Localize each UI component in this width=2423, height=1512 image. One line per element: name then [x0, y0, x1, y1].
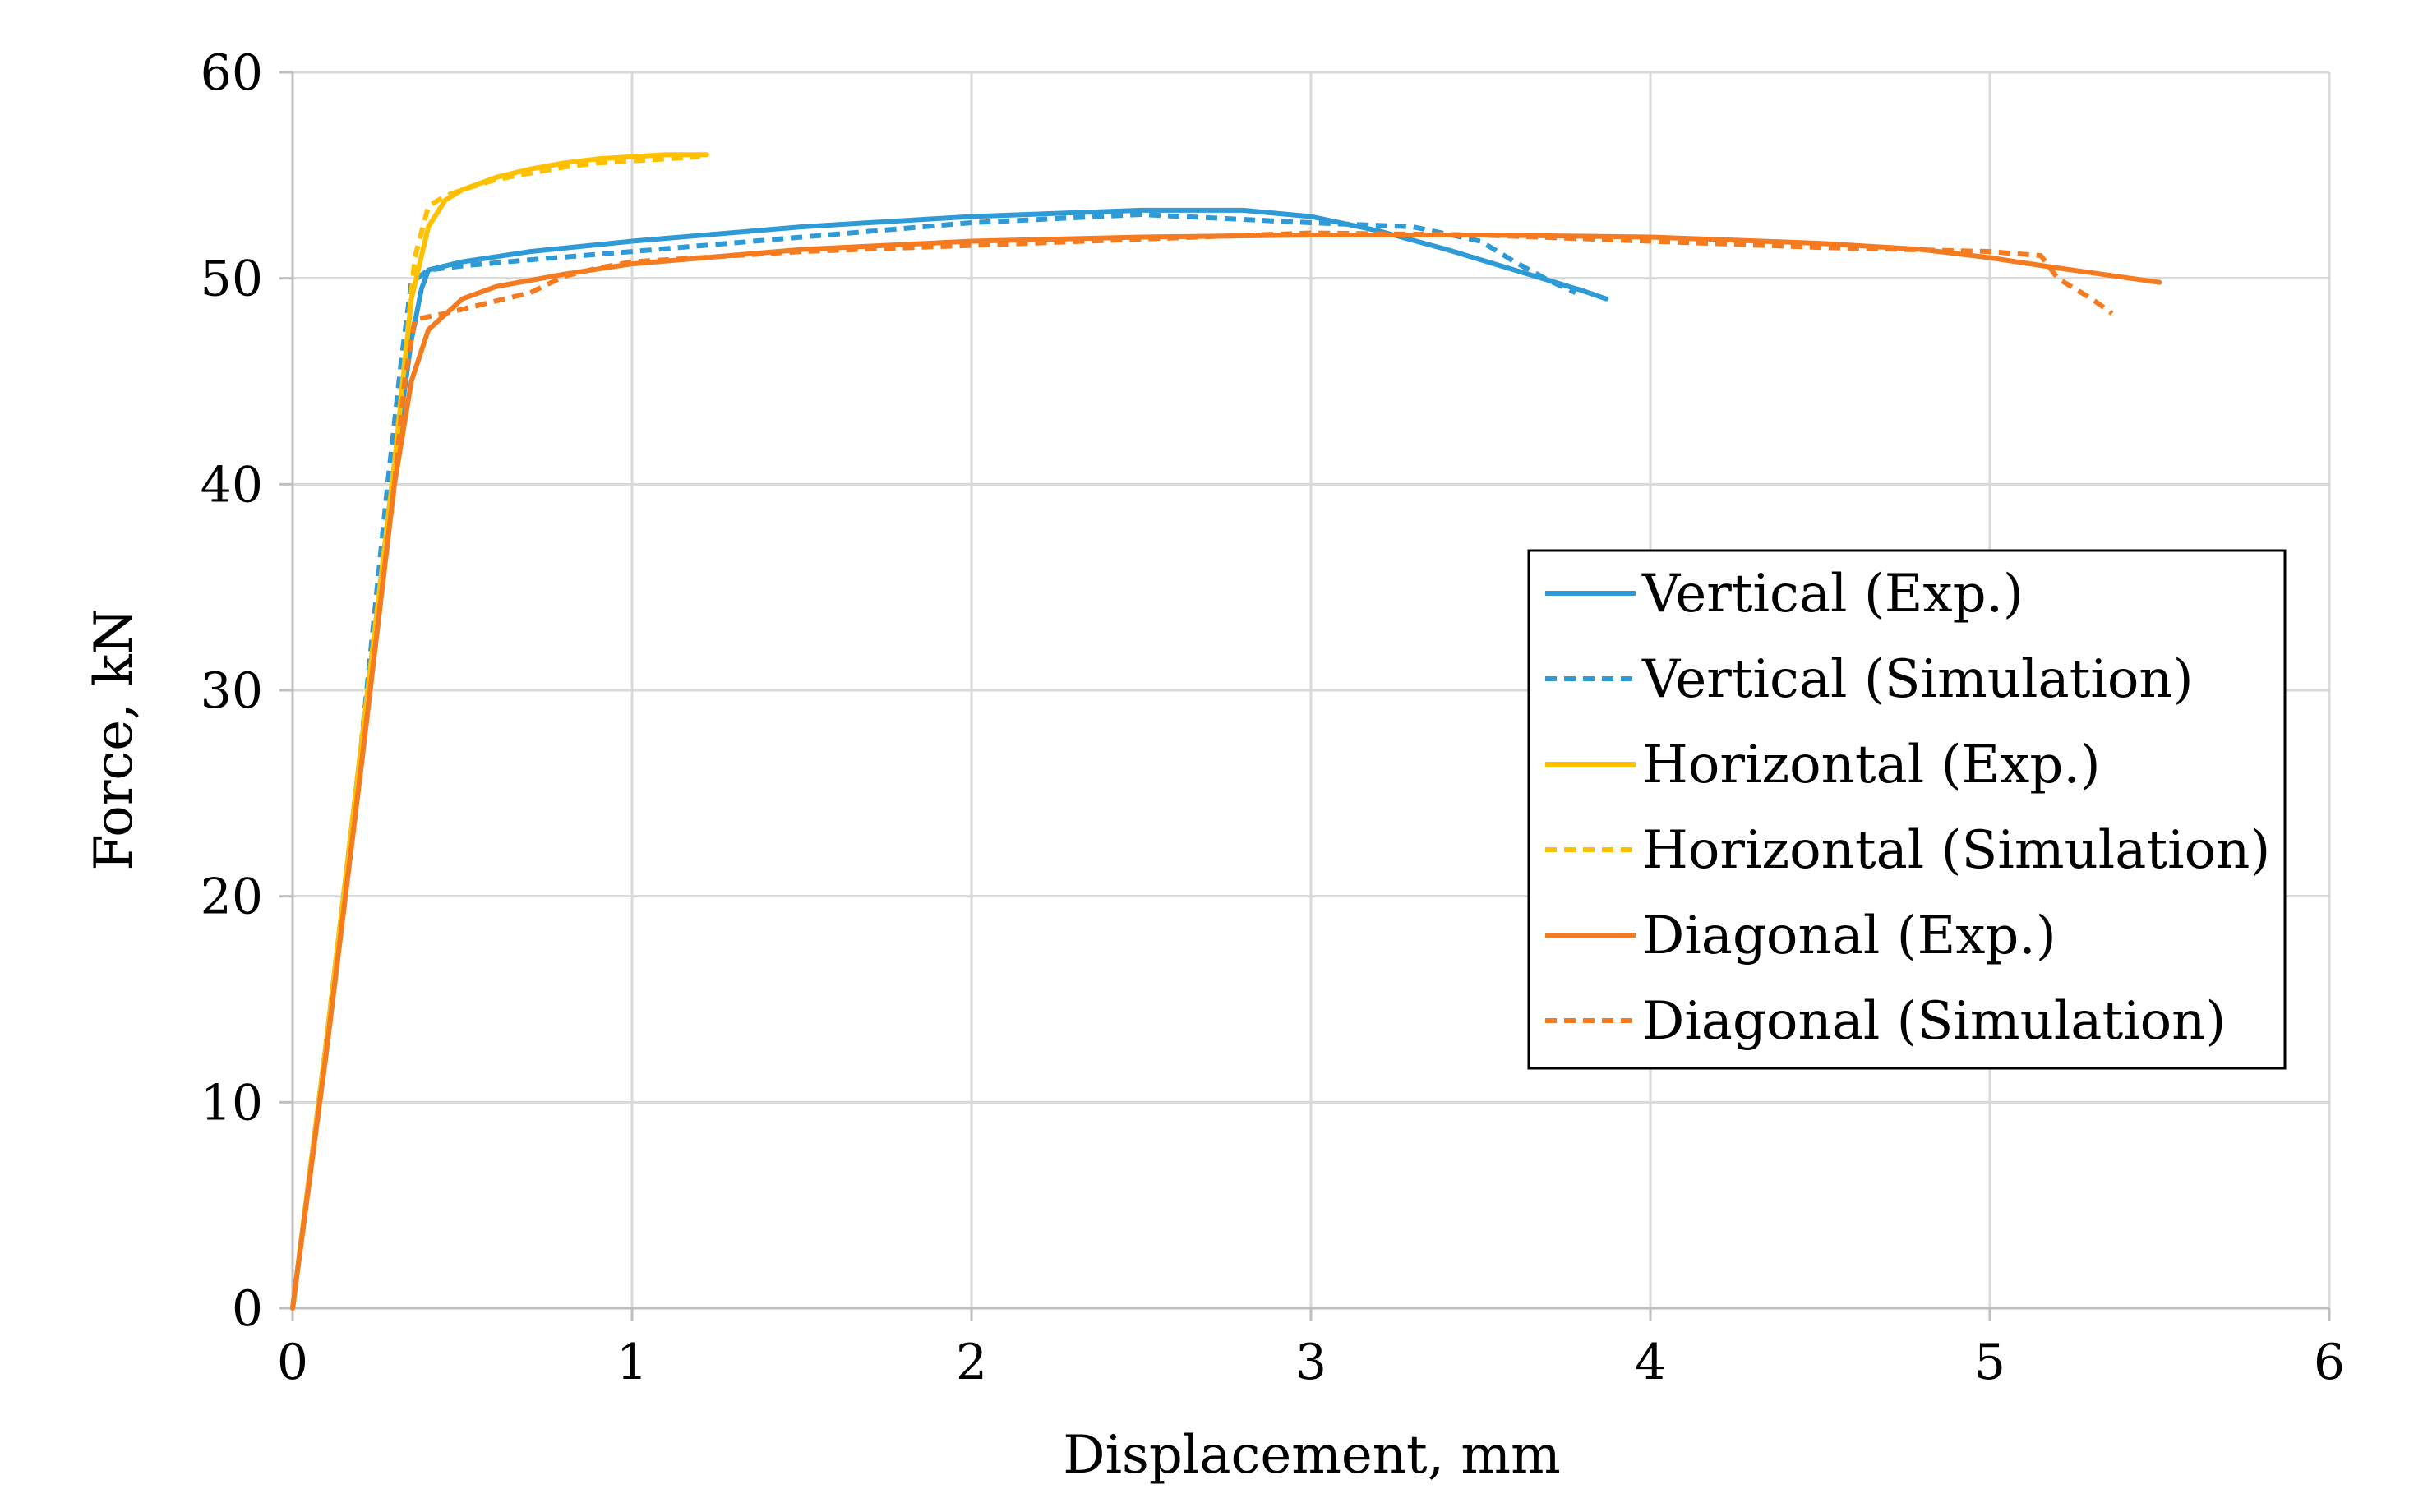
y-tick-label: 40: [201, 456, 263, 514]
legend-item: Diagonal (Exp.): [1545, 906, 2056, 966]
x-tick-label: 4: [1635, 1334, 1666, 1391]
y-tick-label: 10: [201, 1074, 263, 1132]
legend-label: Horizontal (Exp.): [1642, 735, 2101, 795]
legend-item: Horizontal (Simulation): [1545, 820, 2270, 881]
y-axis-title: Force, kN: [84, 608, 145, 870]
x-tick-label: 1: [616, 1334, 648, 1391]
y-tick-label: 0: [232, 1280, 263, 1338]
legend-item: Diagonal (Simulation): [1545, 991, 2226, 1052]
x-tick-label: 3: [1295, 1334, 1327, 1391]
y-tick-label: 20: [201, 869, 263, 926]
legend-label: Diagonal (Simulation): [1642, 991, 2226, 1052]
series-line-4: [290, 154, 700, 1309]
legend-label: Horizontal (Simulation): [1642, 820, 2270, 881]
legend-box: [1527, 549, 2287, 1070]
legend-label: Vertical (Exp.): [1641, 564, 2024, 625]
x-tick-label: 0: [277, 1334, 308, 1391]
x-tick-label: 2: [956, 1334, 987, 1391]
legend-label: Diagonal (Exp.): [1642, 906, 2056, 966]
axes: [279, 71, 2331, 1321]
x-tick-label: 5: [1974, 1334, 2005, 1391]
series-line-2: [290, 212, 1577, 1309]
legend-item: Vertical (Simulation): [1545, 649, 2194, 710]
legend-item: Vertical (Exp.): [1545, 564, 2024, 625]
x-tick-label: 6: [2314, 1334, 2345, 1391]
y-tick-label: 60: [201, 44, 263, 102]
x-axis-title: Displacement, mm: [1063, 1425, 1561, 1486]
legend: Vertical (Exp.) Vertical (Simulation) Hori…: [1527, 549, 2287, 1070]
y-tick-label: 30: [201, 662, 263, 720]
series-line-6: [290, 230, 2114, 1309]
series-lines: [290, 152, 2162, 1311]
legend-item: Horizontal (Exp.): [1545, 735, 2101, 795]
legend-label: Vertical (Simulation): [1641, 649, 2194, 710]
y-tick-label: 50: [201, 251, 263, 308]
